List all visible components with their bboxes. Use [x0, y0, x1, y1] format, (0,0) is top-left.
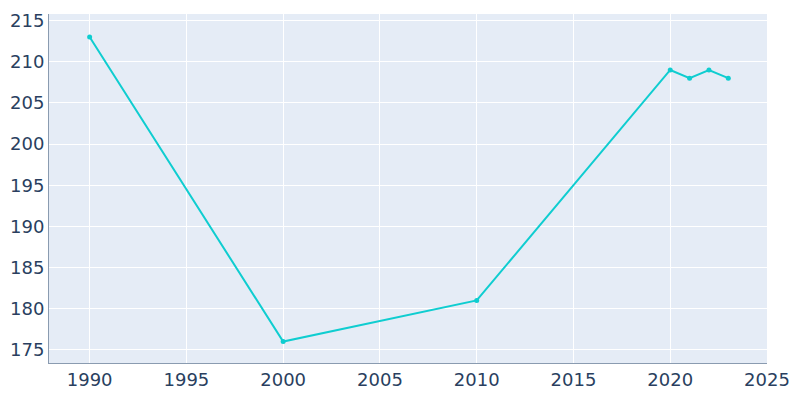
svg-text:1990: 1990: [67, 369, 113, 390]
svg-text:2020: 2020: [647, 369, 693, 390]
svg-text:2015: 2015: [551, 369, 597, 390]
svg-text:185: 185: [10, 257, 44, 278]
svg-text:215: 215: [10, 10, 44, 31]
svg-text:1995: 1995: [164, 369, 210, 390]
svg-text:180: 180: [10, 298, 44, 319]
svg-text:205: 205: [10, 92, 44, 113]
svg-text:200: 200: [10, 133, 44, 154]
svg-text:2000: 2000: [260, 369, 306, 390]
svg-text:2025: 2025: [744, 369, 790, 390]
svg-text:210: 210: [10, 51, 44, 72]
svg-text:175: 175: [10, 339, 44, 360]
svg-text:2010: 2010: [454, 369, 500, 390]
svg-text:190: 190: [10, 216, 44, 237]
svg-text:195: 195: [10, 175, 44, 196]
svg-text:2005: 2005: [357, 369, 403, 390]
